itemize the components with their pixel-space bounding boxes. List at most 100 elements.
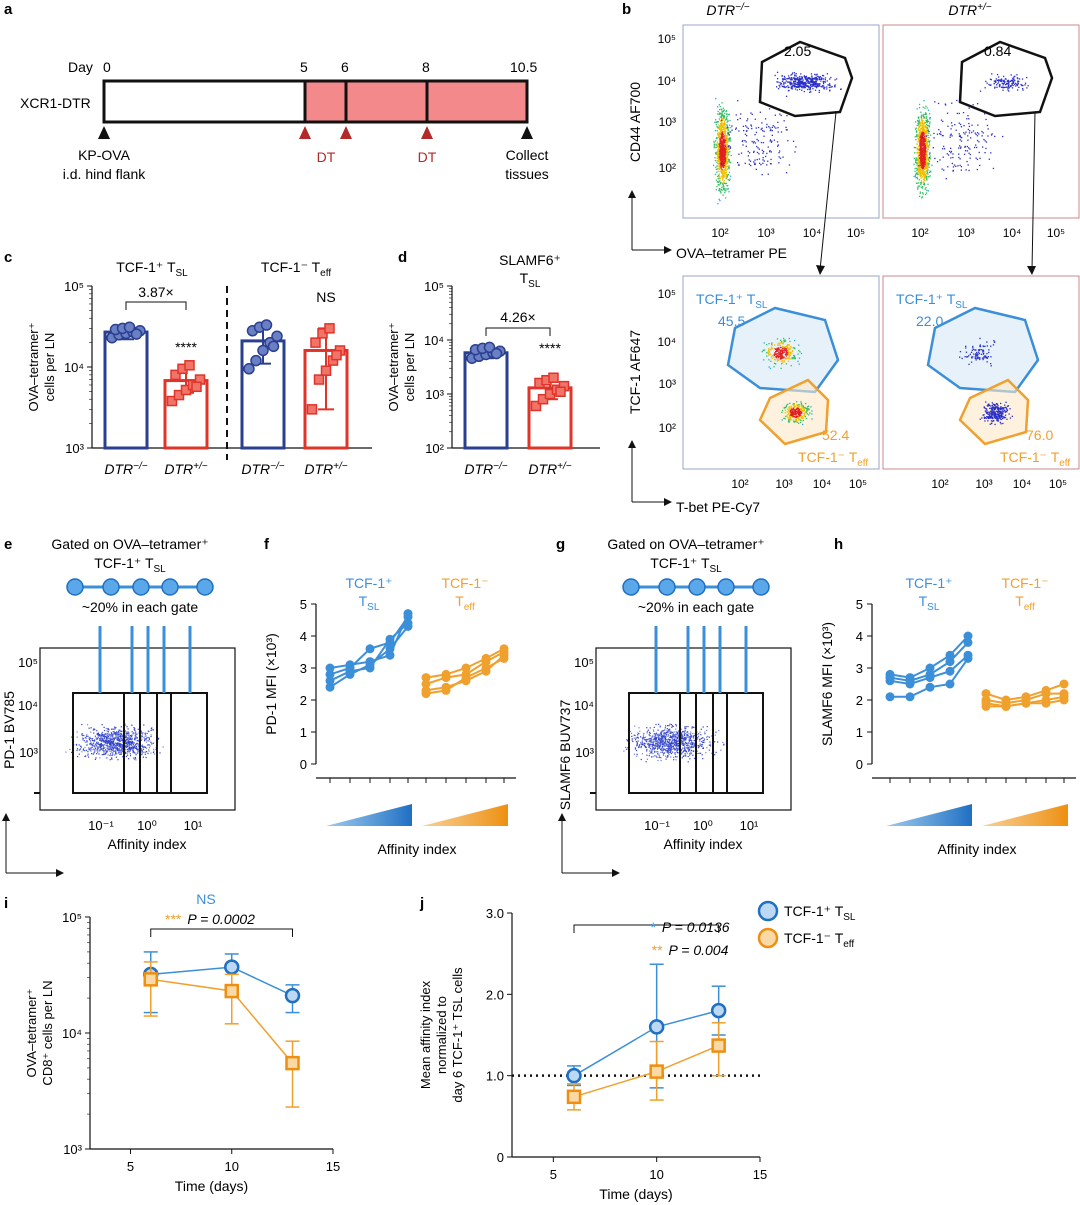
event-dot: [129, 750, 131, 752]
flow-event: [826, 73, 828, 75]
event-dot: [143, 736, 145, 739]
flow-event: [915, 160, 917, 162]
flow-event: [925, 160, 927, 162]
flow-event: [951, 125, 953, 127]
event-dot: [127, 742, 130, 744]
flow-event: [791, 412, 793, 414]
flow-event: [782, 343, 784, 345]
flow-event: [790, 418, 792, 421]
flow-event: [778, 156, 780, 158]
flow-event: [770, 353, 772, 355]
flow-event: [928, 163, 930, 165]
flow-event: [926, 149, 928, 151]
event-dot: [83, 740, 85, 742]
flow-event: [976, 135, 979, 137]
flow-event: [923, 153, 925, 155]
event-dot: [150, 741, 152, 744]
flow-event: [919, 137, 921, 139]
event-dot: [126, 726, 128, 728]
flow-event: [928, 136, 930, 139]
flow-event: [719, 150, 721, 152]
flow-event: [1012, 80, 1015, 82]
flow-event: [768, 343, 770, 345]
flow-event: [729, 147, 732, 149]
flow-event: [719, 170, 721, 173]
flow-event: [932, 147, 934, 149]
event-dot: [110, 739, 112, 741]
flow-event: [719, 125, 722, 127]
flow-event: [778, 358, 781, 360]
flow-event: [934, 101, 936, 103]
flow-event: [984, 355, 986, 357]
flow-event: [791, 407, 793, 409]
flow-event: [922, 186, 924, 188]
flow-event: [917, 139, 919, 141]
flow-event: [1008, 413, 1010, 415]
event-dot: [95, 743, 97, 745]
flow-event: [798, 410, 800, 412]
flow-event: [807, 80, 809, 82]
event-dot: [106, 743, 108, 745]
flow-event: [782, 352, 784, 354]
data-point: [191, 381, 202, 393]
flow-event: [771, 344, 773, 346]
flow-event: [777, 131, 779, 133]
flow-event: [794, 151, 796, 153]
flow-event: [920, 123, 922, 125]
flow-event: [994, 86, 996, 88]
flow-event: [721, 157, 723, 159]
flow-event: [796, 406, 799, 408]
flow-event: [918, 166, 921, 169]
flow-event: [761, 149, 763, 151]
flow-event: [921, 121, 923, 123]
flow-event: [959, 158, 961, 160]
flow-event: [717, 203, 719, 205]
flow-event: [991, 406, 994, 408]
event-dot: [103, 740, 105, 742]
flow-event: [943, 148, 946, 150]
flow-event: [958, 112, 960, 115]
flow-event: [834, 79, 836, 81]
event-dot: [126, 752, 128, 754]
event-dot: [131, 739, 133, 741]
flow-event: [776, 360, 779, 362]
event-dot: [118, 743, 120, 745]
flow-event: [924, 149, 926, 151]
event-dot: [85, 737, 87, 739]
y-tick-label: 10³: [19, 745, 38, 760]
flow-event: [920, 148, 922, 150]
event-dot: [86, 734, 88, 736]
flow-event: [727, 134, 729, 136]
flow-event: [780, 357, 782, 359]
x-tick-label: 10⁻¹: [88, 818, 114, 833]
flow-event: [814, 77, 816, 79]
event-dot: [93, 732, 95, 734]
flow-event: [778, 348, 780, 350]
flow-event: [718, 126, 721, 129]
flow-event: [916, 182, 918, 184]
flow-event: [927, 151, 929, 153]
flow-event: [773, 354, 775, 357]
flow-event: [728, 168, 730, 170]
event-dot: [665, 734, 668, 736]
flow-event: [729, 150, 731, 153]
flow-event: [813, 78, 816, 80]
flow-event: [984, 152, 986, 154]
flow-event: [795, 73, 797, 75]
flow-event: [800, 414, 802, 416]
event-dot: [102, 753, 105, 756]
group-label-line2: TSL: [359, 593, 380, 613]
flow-event: [724, 120, 726, 122]
event-dot: [96, 749, 98, 751]
event-dot: [115, 742, 117, 744]
event-dot: [121, 733, 123, 735]
flow-event: [923, 147, 925, 149]
event-dot: [120, 739, 122, 742]
flow-event: [718, 153, 720, 155]
flow-event: [791, 77, 793, 79]
flow-event: [919, 157, 921, 159]
event-dot: [137, 743, 139, 745]
flow-event: [724, 123, 726, 125]
flow-event: [718, 152, 720, 154]
flow-event: [785, 95, 788, 97]
